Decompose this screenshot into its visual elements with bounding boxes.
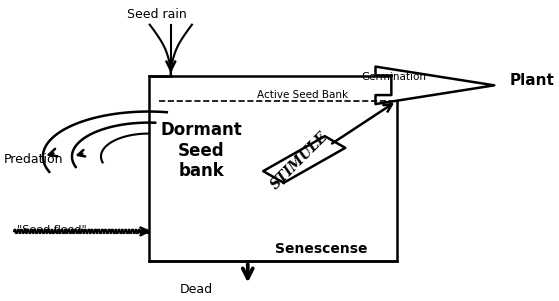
Polygon shape <box>376 67 494 104</box>
Text: Germination: Germination <box>362 72 427 82</box>
Text: Predation: Predation <box>3 153 63 166</box>
Text: Plant: Plant <box>510 73 555 88</box>
Text: "Seed flood": "Seed flood" <box>17 225 86 235</box>
Text: Senescense: Senescense <box>275 242 368 256</box>
Text: Seed rain: Seed rain <box>126 8 186 21</box>
Text: Dead: Dead <box>179 283 212 296</box>
Polygon shape <box>263 136 345 183</box>
Text: Active Seed Bank: Active Seed Bank <box>257 90 348 100</box>
Text: STIMULE: STIMULE <box>268 130 330 192</box>
Bar <box>149 76 397 261</box>
Text: Dormant
Seed
bank: Dormant Seed bank <box>160 121 242 180</box>
